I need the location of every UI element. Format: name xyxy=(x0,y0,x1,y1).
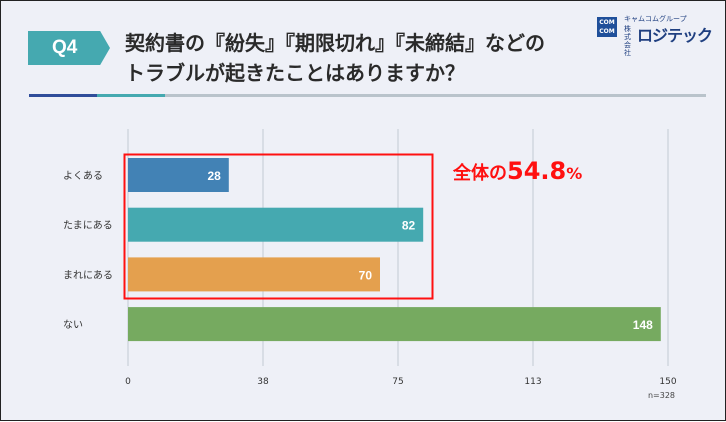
divider xyxy=(29,94,706,97)
bar-value-label: 82 xyxy=(402,219,416,233)
bar xyxy=(128,207,424,242)
bar-value-label: 28 xyxy=(207,169,221,183)
bar-value-label: 70 xyxy=(359,268,373,282)
x-tick-label: 38 xyxy=(257,377,269,387)
category-label: ない xyxy=(63,319,83,331)
category-label: よくある xyxy=(63,170,103,182)
logo-mark: COM COM xyxy=(597,17,617,37)
company-logo: COM COM キャムコムグループ 株式会社 ロジテック xyxy=(597,14,719,57)
x-tick-label: 0 xyxy=(125,377,131,387)
title-line-1: 契約書の『紛失』『期限切れ』『未締結』などの xyxy=(125,31,545,55)
callout-text: 全体の54.8% xyxy=(453,157,582,185)
question-badge: Q4 xyxy=(28,31,110,65)
category-label: まれにある xyxy=(63,269,113,281)
bar xyxy=(128,257,380,292)
logo-mark-bottom: COM xyxy=(599,28,615,35)
x-tick-label: 150 xyxy=(659,377,676,387)
title-line-2: トラブルが起きたことはありますか？ xyxy=(125,61,465,85)
bar xyxy=(128,158,229,192)
logo-name: ロジテック xyxy=(637,26,713,45)
callout-unit: % xyxy=(566,164,583,183)
x-tick-label: 75 xyxy=(392,377,403,387)
category-label: たまにある xyxy=(63,220,113,232)
highlight-box xyxy=(123,153,434,300)
logo-group: キャムコムグループ xyxy=(624,15,687,23)
page-title: 契約書の『紛失』『期限切れ』『未締結』などの トラブルが起きたことはありますか？ xyxy=(125,28,595,88)
callout-prefix: 全体の xyxy=(453,163,507,184)
sample-size-note: n=328 xyxy=(648,391,675,400)
logo-corp: 株式会社 xyxy=(624,25,631,57)
bar xyxy=(128,307,661,342)
x-tick-label: 113 xyxy=(524,377,541,387)
bar-value-label: 148 xyxy=(633,318,653,332)
logo-mark-top: COM xyxy=(599,19,615,26)
callout-value: 54.8 xyxy=(507,157,567,185)
